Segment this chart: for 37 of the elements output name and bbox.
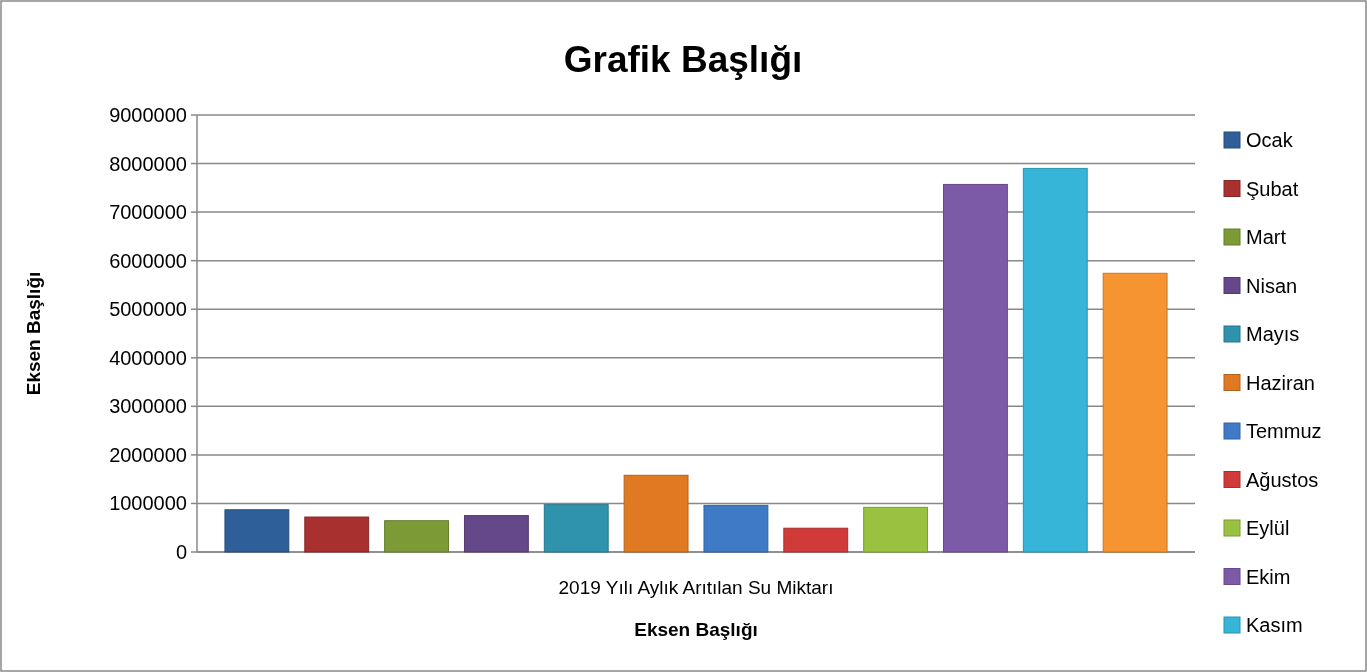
- bar: [304, 516, 370, 553]
- legend-label: Temmuz: [1246, 420, 1322, 442]
- y-tick-label: 4000000: [109, 346, 187, 369]
- bar: [384, 520, 449, 553]
- x-tick-label: 2019 Yılı Aylık Arıtılan Su Miktarı: [558, 577, 834, 598]
- y-tick-label: 0: [175, 541, 187, 563]
- y-tick-label: 3000000: [109, 395, 187, 418]
- legend-label: Eylül: [1246, 517, 1290, 539]
- legend-label: Kasım: [1246, 614, 1303, 636]
- legend-label: Haziran: [1246, 371, 1315, 394]
- legend-label: Ekim: [1246, 565, 1291, 588]
- bar: [1102, 272, 1168, 553]
- chart-title: Grafik Başlığı: [563, 39, 803, 80]
- bar: [623, 474, 689, 553]
- y-axis-title: Eksen Başlığı: [23, 271, 44, 396]
- bar: [703, 504, 769, 553]
- legend-label: Ağustos: [1246, 468, 1319, 491]
- bar: [1022, 167, 1088, 553]
- legend-label: Şubat: [1246, 177, 1299, 200]
- y-tick-label: 9000000: [109, 104, 187, 126]
- bar: [863, 506, 929, 553]
- legend-label: Mart: [1246, 226, 1287, 248]
- x-axis-title: Eksen Başlığı: [634, 619, 758, 640]
- y-tick-label: 7000000: [109, 201, 187, 224]
- legend-label: Mayıs: [1246, 323, 1300, 345]
- legend-label: Ocak: [1246, 129, 1294, 151]
- bar: [943, 183, 1008, 553]
- y-tick-label: 1000000: [109, 492, 187, 515]
- bar: [463, 515, 529, 553]
- y-tick-label: 5000000: [109, 298, 187, 321]
- bar: [543, 504, 609, 553]
- y-tick-label: 8000000: [109, 152, 187, 175]
- legend-label: Nisan: [1246, 274, 1298, 297]
- bar: [783, 527, 849, 553]
- y-tick-label: 6000000: [109, 249, 187, 272]
- bar: [224, 509, 290, 553]
- y-tick-label: 2000000: [109, 443, 187, 466]
